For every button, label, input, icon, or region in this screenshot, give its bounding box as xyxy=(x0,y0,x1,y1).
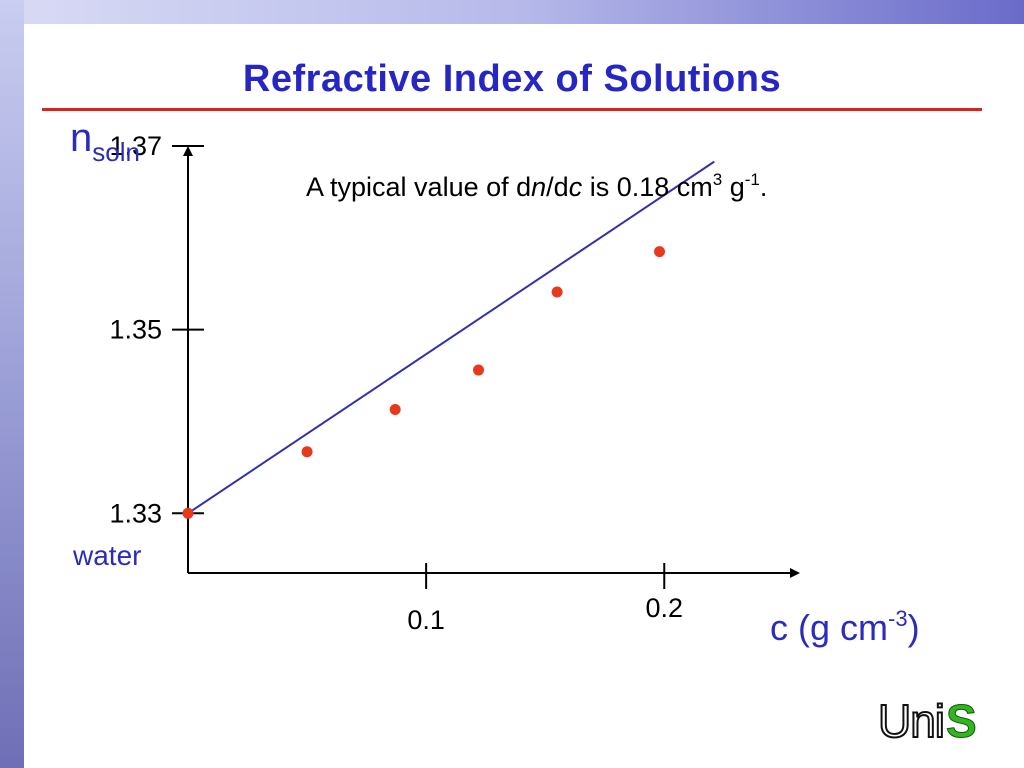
y-axis-label-subscript: soln xyxy=(92,137,140,167)
unis-logo: UniS xyxy=(877,695,978,747)
logo-uni-text: Uni xyxy=(877,695,946,747)
title-underline xyxy=(42,108,982,111)
data-point-5 xyxy=(654,246,666,258)
annotation-g: g xyxy=(722,172,745,202)
x-tick-label-1: 0.2 xyxy=(645,593,683,623)
y-tick-label-0: 1.33 xyxy=(109,498,162,528)
y-tick-label-2: 1.37 xyxy=(109,131,162,161)
annotation-c-italic: c xyxy=(568,172,583,202)
data-point-1 xyxy=(301,446,313,458)
annotation-value: is 0.18 cm xyxy=(582,172,713,202)
y-tick-label-1: 1.35 xyxy=(109,315,162,345)
logo-s-text: S xyxy=(946,695,978,747)
y-axis-label: nsoln xyxy=(70,118,140,172)
annotation-slash: /d xyxy=(546,172,569,202)
x-tick-label-0: 0.1 xyxy=(407,605,445,635)
fit-line xyxy=(187,160,715,515)
x-axis-label-main: c (g cm xyxy=(770,607,889,648)
annotation-n-italic: n xyxy=(531,172,547,202)
top-gradient-band xyxy=(0,0,1024,24)
data-point-3 xyxy=(473,364,485,376)
data-point-0 xyxy=(182,507,194,519)
annotation-exponent-neg1: -1 xyxy=(744,170,760,189)
left-gradient-band xyxy=(0,0,24,768)
x-axis-arrowhead xyxy=(790,568,800,578)
dn-dc-annotation: A typical value of dn/dc is 0.18 cm3 g-1… xyxy=(306,170,767,203)
slide-title: Refractive Index of Solutions xyxy=(242,58,782,100)
x-axis-label-end: ) xyxy=(907,607,920,648)
x-axis-label: c (g cm-3) xyxy=(770,606,920,649)
y-axis-label-main: n xyxy=(70,116,93,160)
annotation-exponent-3: 3 xyxy=(712,170,723,189)
annotation-prefix: A typical value of d xyxy=(306,172,532,202)
data-point-2 xyxy=(389,404,401,416)
y-axis-arrowhead xyxy=(183,146,193,156)
x-axis-label-superscript: -3 xyxy=(888,606,908,631)
annotation-period: . xyxy=(759,172,768,202)
data-point-4 xyxy=(551,286,563,298)
water-label: water xyxy=(73,540,142,571)
